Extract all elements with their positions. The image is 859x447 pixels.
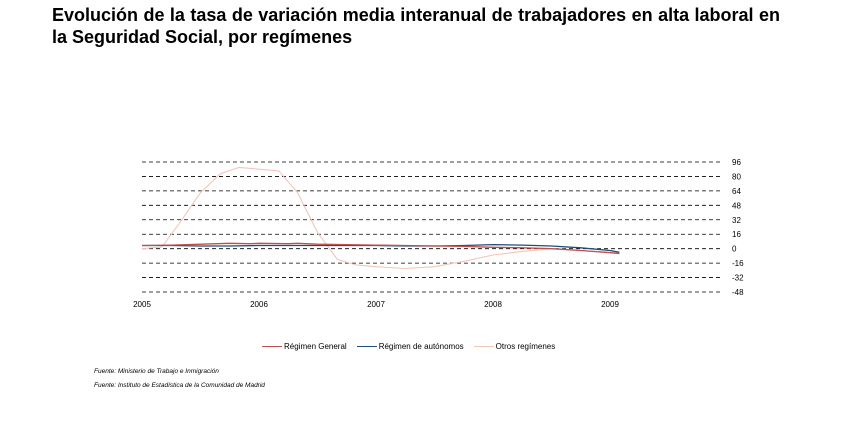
y-tick-label: -48 (732, 288, 744, 297)
legend-swatch-general (262, 346, 282, 347)
legend-swatch-autonomos (356, 346, 377, 347)
x-tick-labels: 2005 2006 2007 2008 2009 (133, 300, 619, 309)
x-tick-label: 2006 (250, 300, 268, 309)
y-tick-label: 0 (732, 245, 737, 254)
y-tick-label: 64 (732, 187, 741, 196)
legend-swatch-otros (473, 346, 494, 347)
y-tick-label: 48 (732, 201, 741, 210)
y-tick-label: -16 (732, 259, 744, 268)
series-line-otros (141, 166, 620, 270)
legend-label-general: Régimen General (284, 342, 347, 351)
x-tick-label: 2007 (367, 300, 385, 309)
y-tick-label: 96 (732, 158, 741, 167)
series-line-general (141, 242, 620, 255)
x-tick-label: 2009 (601, 300, 619, 309)
legend-item-otros: Otros regímenes (473, 342, 556, 351)
series-lines (141, 166, 620, 270)
source-note-instituto: Fuente: Instituto de Estadística de la C… (94, 382, 265, 389)
x-tick-label: 2008 (484, 300, 502, 309)
x-tick-label: 2005 (133, 300, 151, 309)
page-title: Evolución de la tasa de variación media … (52, 5, 780, 47)
legend-item-autonomos: Régimen de autónomos (356, 342, 464, 351)
legend: Régimen General Régimen de autónomos Otr… (262, 342, 565, 351)
source-note-ministerio: Fuente: Ministerio de Trabajo e Inmigrac… (94, 368, 219, 375)
legend-item-general: Régimen General (262, 342, 347, 351)
y-tick-labels: 96 80 64 48 32 16 0 -16 -32 -48 (732, 158, 744, 297)
y-tick-label: -32 (732, 274, 744, 283)
y-tick-label: 80 (732, 172, 741, 181)
y-tick-label: 16 (732, 230, 741, 239)
legend-label-autonomos: Régimen de autónomos (378, 342, 464, 351)
legend-label-otros: Otros regímenes (495, 342, 556, 351)
gridlines (142, 161, 722, 293)
y-tick-label: 32 (732, 216, 741, 225)
